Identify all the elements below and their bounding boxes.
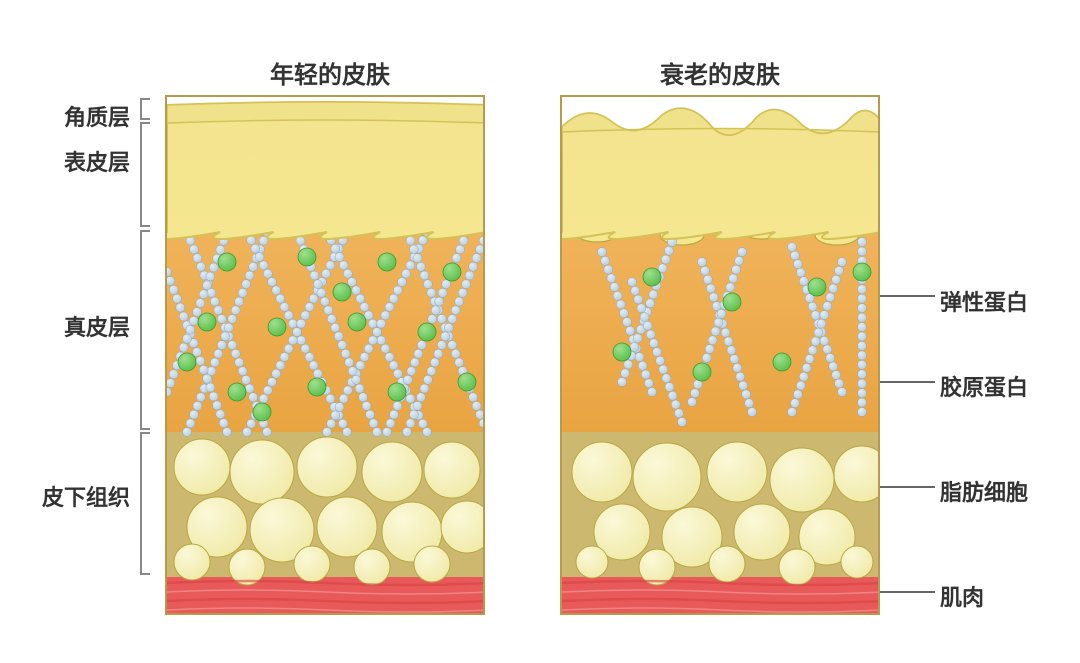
bracket-stratum [140,98,142,120]
leader-lines [0,0,1080,663]
bracket-epidermis [140,122,142,227]
bracket-subcutis [140,432,142,575]
title-young: 年轻的皮肤 [250,55,410,90]
label-elastin: 弹性蛋白 [940,285,1028,317]
label-dermis: 真皮层 [30,310,130,342]
label-epidermis: 表皮层 [30,145,130,177]
bracket-dermis [140,230,142,430]
label-subcutis: 皮下组织 [20,480,130,512]
label-fat: 脂肪细胞 [940,475,1028,507]
label-collagen: 胶原蛋白 [940,370,1028,402]
panel-young-skin [165,95,485,615]
label-muscle: 肌肉 [940,580,984,612]
panel-old-skin [560,95,880,615]
label-stratum: 角质层 [30,100,130,132]
title-old: 衰老的皮肤 [640,55,800,90]
